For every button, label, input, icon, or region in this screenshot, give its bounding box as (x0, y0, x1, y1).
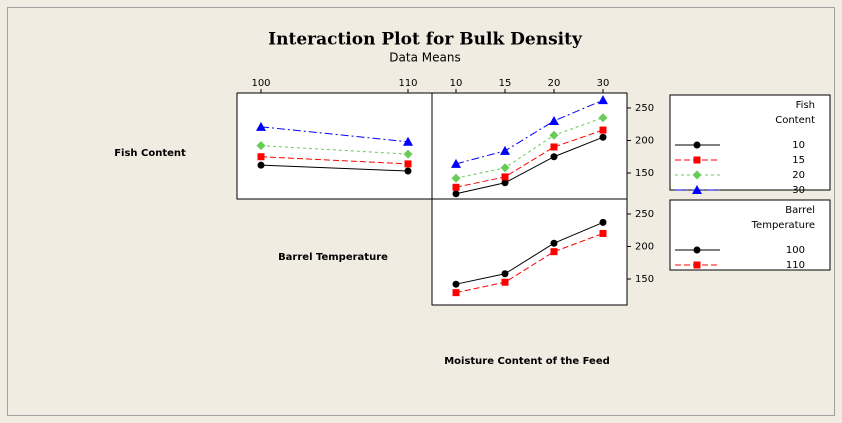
legend-label: 110 (786, 260, 805, 271)
point (550, 153, 558, 161)
legend-marker (692, 185, 702, 194)
frame (7, 7, 835, 416)
series-line (455, 136, 604, 195)
legend-title: Content (775, 115, 815, 126)
legend-marker (693, 261, 701, 269)
point (452, 183, 460, 191)
legend-title: Barrel (785, 205, 815, 216)
y-tick-label: 250 (635, 103, 654, 114)
x-tick-label: 30 (597, 78, 610, 89)
point (599, 218, 607, 226)
point (599, 133, 607, 141)
point (451, 173, 461, 183)
point (451, 158, 461, 168)
point (500, 163, 510, 173)
point (549, 115, 559, 125)
series-line (260, 164, 409, 172)
legend-label: 10 (792, 140, 805, 151)
point (404, 167, 412, 175)
legend-label: 15 (792, 155, 805, 166)
y-tick-label: 150 (635, 274, 654, 285)
point (500, 145, 510, 155)
point (550, 239, 558, 247)
series-line (455, 117, 604, 179)
point (256, 121, 266, 131)
series-line (455, 221, 604, 285)
legend-title: Temperature (751, 220, 815, 231)
chart-subtitle: Data Means (389, 51, 460, 65)
series-line (260, 145, 409, 155)
y-tick-label: 200 (635, 135, 654, 146)
point (452, 280, 460, 288)
point (550, 143, 558, 151)
point (501, 179, 509, 187)
factor-label: Fish Content (114, 148, 186, 159)
point (599, 126, 607, 134)
legend-label: 20 (792, 170, 805, 181)
point (257, 161, 265, 169)
series-line (260, 126, 409, 143)
x-tick-label: 110 (398, 78, 417, 89)
point (598, 95, 608, 105)
panel (236, 92, 433, 200)
legend-label: 100 (786, 245, 805, 256)
x-tick-label: 10 (450, 78, 463, 89)
chart-title: Interaction Plot for Bulk Density (268, 30, 583, 50)
point (403, 136, 413, 146)
point (550, 248, 558, 256)
point (549, 130, 559, 140)
point (404, 160, 412, 168)
point (501, 278, 509, 286)
legend-marker (692, 170, 702, 180)
legend-title: Fish (796, 100, 815, 111)
point (501, 173, 509, 181)
factor-label: Barrel Temperature (278, 252, 388, 263)
x-tick-label: 100 (251, 78, 270, 89)
point (598, 113, 608, 123)
point (452, 190, 460, 198)
point (403, 149, 413, 159)
series-line (260, 156, 409, 165)
point (257, 153, 265, 161)
panel (431, 198, 628, 306)
point (501, 270, 509, 278)
point (599, 229, 607, 237)
panel (431, 92, 628, 200)
legend-marker (693, 156, 701, 164)
point (256, 141, 266, 151)
series-line (455, 99, 604, 165)
x-tick-label: 20 (548, 78, 561, 89)
y-tick-label: 250 (635, 209, 654, 220)
factor-label: Moisture Content of the Feed (444, 356, 610, 367)
legend-marker (693, 141, 701, 149)
legend-marker (693, 246, 701, 254)
point (452, 289, 460, 297)
legend-label: 30 (792, 185, 805, 196)
y-tick-label: 150 (635, 168, 654, 179)
y-tick-label: 200 (635, 241, 654, 252)
x-tick-label: 15 (499, 78, 512, 89)
legend (669, 199, 831, 271)
